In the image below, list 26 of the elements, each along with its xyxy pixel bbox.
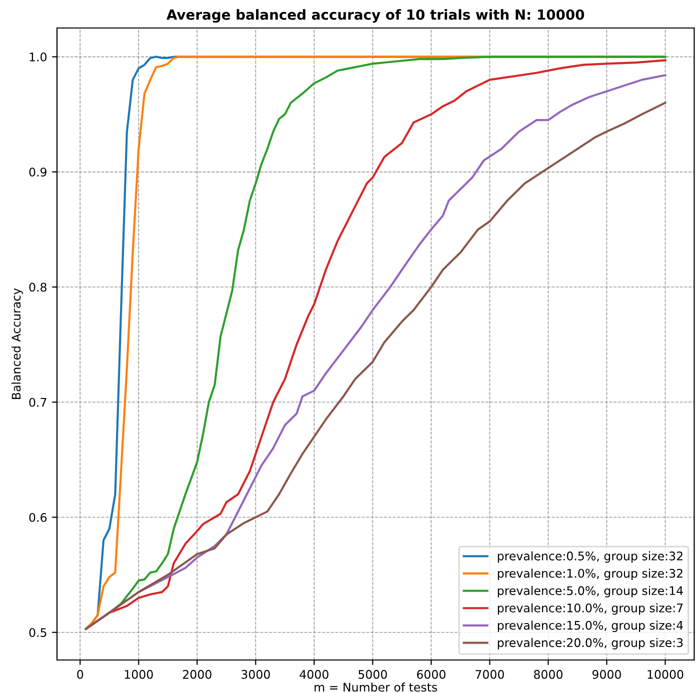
legend-label: prevalence:15.0%, group size:4 <box>498 620 683 632</box>
y-tick-label: 1.0 <box>30 52 46 62</box>
y-tick-label: 0.7 <box>29 398 46 407</box>
x-tick-label: 1000 <box>124 670 153 679</box>
x-tick-label: 4000 <box>300 670 328 679</box>
y-tick-label: 0.6 <box>29 512 47 522</box>
y-axis-title: Balanced Accuracy <box>12 288 23 399</box>
y-tick-label: 0.9 <box>29 168 46 177</box>
x-tick-label: 6000 <box>416 670 446 679</box>
chart-title: Average balanced accuracy of 10 trials with N: 10000 <box>166 9 584 23</box>
legend-label: prevalence:10.0%, group size:7 <box>498 603 683 615</box>
x-tick-label: 10000 <box>648 670 684 679</box>
y-tick-label: 0.8 <box>29 282 46 292</box>
x-tick-label: 0 <box>77 670 84 679</box>
legend-label: prevalence:1.0%, group size:32 <box>498 568 682 580</box>
x-tick-label: 8000 <box>534 670 562 679</box>
y-tick-label: 0.5 <box>29 628 46 638</box>
x-tick-label: 7000 <box>476 670 504 679</box>
x-tick-label: 2000 <box>182 670 212 679</box>
x-tick-label: 9000 <box>592 670 621 679</box>
legend-label: prevalence:5.0%, group size:14 <box>498 586 683 598</box>
x-tick-label: 5000 <box>358 670 387 679</box>
x-axis-title: m = Number of tests <box>314 682 438 692</box>
x-tick-label: 3000 <box>242 670 270 679</box>
legend-label: prevalence:20.0%, group size:3 <box>498 638 683 650</box>
legend-label: prevalence:0.5%, group size:32 <box>498 551 682 563</box>
